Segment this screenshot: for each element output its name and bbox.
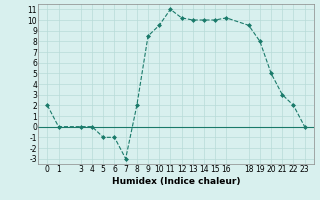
X-axis label: Humidex (Indice chaleur): Humidex (Indice chaleur) [112, 177, 240, 186]
